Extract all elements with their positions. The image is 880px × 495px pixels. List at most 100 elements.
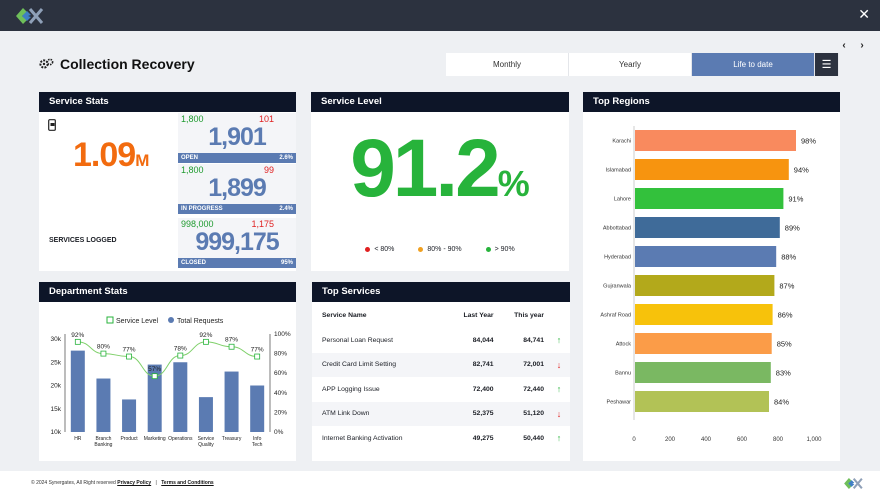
region-label: Bannu xyxy=(615,371,631,377)
table-row[interactable]: Internet Banking Activation 49,275 50,440 ↑ xyxy=(312,426,570,451)
service-level-point[interactable] xyxy=(254,353,261,360)
left-tick-label: 25k xyxy=(51,359,62,366)
closed-total: 999,175 xyxy=(195,228,279,256)
region-bar[interactable] xyxy=(635,130,796,151)
in-progress-left-value: 1,800 xyxy=(181,165,204,175)
chart-legend: Service Level Total Requests xyxy=(106,316,224,325)
services-logged-value: 1.09M xyxy=(73,136,149,174)
department-bar[interactable] xyxy=(173,362,188,432)
in-progress-status-bar: IN PROGRESS 2.4% xyxy=(178,204,296,214)
service-level-card: Service Level 91.2% < 80% 80% - 90% > 90… xyxy=(311,92,569,271)
this-year-value: 51,120 xyxy=(497,401,548,426)
right-tick-label: 80% xyxy=(274,351,287,358)
top-regions-card: Top Regions Karachi 98% Islamabad 94% Lahore… xyxy=(583,92,840,461)
service-level-title: Service Level xyxy=(311,92,569,112)
region-bar[interactable] xyxy=(635,246,777,267)
department-bar[interactable] xyxy=(250,385,265,433)
closed-right-value: 1,175 xyxy=(251,219,274,229)
left-tick-label: 10k xyxy=(51,429,62,436)
page-nav: ‹ › xyxy=(838,40,868,51)
legend-high: > 90% xyxy=(485,246,515,253)
left-tick-label: 15k xyxy=(51,406,62,413)
right-tick-label: 20% xyxy=(274,409,287,416)
privacy-policy-link[interactable]: Privacy Policy xyxy=(117,480,152,486)
this-year-value: 84,741 xyxy=(523,336,544,344)
top-services-card: Top Services Service Name Last Year This… xyxy=(312,282,570,461)
service-level-point[interactable] xyxy=(228,343,235,350)
department-bar[interactable] xyxy=(198,397,213,432)
region-bar[interactable] xyxy=(635,304,773,325)
x-tick-label: 800 xyxy=(773,437,784,443)
region-label: Abbottabad xyxy=(603,226,631,232)
legend-service-level-swatch xyxy=(106,316,114,324)
department-bar[interactable] xyxy=(224,371,239,432)
region-bar[interactable] xyxy=(635,391,769,412)
open-status-bar: OPEN 2.6% xyxy=(178,153,296,163)
in-progress-right-value: 99 xyxy=(263,165,274,175)
tab-life-to-date[interactable]: Life to date xyxy=(692,53,815,76)
footer: © 2024 Synergates, All Right reserved Pr… xyxy=(0,471,880,495)
region-label: Gujranwala xyxy=(603,284,632,290)
region-value-label: 85% xyxy=(777,340,792,349)
service-level-point[interactable] xyxy=(203,338,209,345)
last-year-value: 49,275 xyxy=(472,434,494,442)
department-bar[interactable] xyxy=(96,378,111,432)
x-tick-label: 0 xyxy=(632,437,636,443)
region-label: Attock xyxy=(616,342,632,348)
closed-left-value: 998,000 xyxy=(181,219,214,229)
synergates-logo-icon[interactable] xyxy=(14,5,44,27)
right-tick-label: 100% xyxy=(274,331,291,338)
in-progress-total: 1,899 xyxy=(208,174,267,202)
region-bar[interactable] xyxy=(635,275,775,296)
region-label: Lahore xyxy=(614,197,631,203)
right-tick-label: 60% xyxy=(274,370,287,377)
service-level-point[interactable] xyxy=(74,338,81,345)
service-stats-card: Service Stats 1.09M SERVICES LOGGED 1,80… xyxy=(39,92,296,271)
region-bar[interactable] xyxy=(635,159,789,180)
service-level-point[interactable] xyxy=(126,353,132,360)
tab-yearly[interactable]: Yearly xyxy=(569,53,692,76)
closed-status-bar: CLOSED 95% xyxy=(178,258,296,268)
page-title: Collection Recovery xyxy=(39,56,195,72)
table-row[interactable]: ATM Link Down 52,375 51,120 ↓ xyxy=(312,401,570,426)
page-title-text: Collection Recovery xyxy=(60,56,195,72)
region-bar[interactable] xyxy=(635,217,780,238)
region-value-label: 86% xyxy=(778,311,793,320)
department-bar[interactable] xyxy=(70,350,85,432)
legend-mid: 80% - 90% xyxy=(418,246,462,253)
region-label: Karachi xyxy=(612,139,631,145)
department-bar[interactable] xyxy=(122,399,137,432)
region-value-label: 91% xyxy=(788,195,803,204)
close-icon[interactable]: ✕ xyxy=(858,6,870,22)
region-bar[interactable] xyxy=(635,188,784,209)
next-arrow-icon[interactable]: › xyxy=(860,40,864,51)
table-row[interactable]: APP Logging Issue 72,400 72,440 ↑ xyxy=(312,377,570,402)
service-level-point[interactable] xyxy=(100,350,107,357)
region-bar[interactable] xyxy=(635,333,772,354)
region-label: Peshawar xyxy=(607,400,632,406)
service-level-point[interactable] xyxy=(151,373,158,380)
region-bar[interactable] xyxy=(635,362,771,383)
terms-link[interactable]: Terms and Conditions xyxy=(161,480,214,486)
open-right-value: 101 xyxy=(258,114,274,124)
category-label: Info xyxy=(253,436,262,442)
x-tick-label: 400 xyxy=(701,437,712,443)
x-tick-label: 600 xyxy=(737,437,748,443)
this-year-value: 50,440 xyxy=(523,434,544,442)
col-service-name: Service Name xyxy=(322,311,367,319)
table-row[interactable]: Personal Loan Request 84,044 84,741 ↑ xyxy=(312,328,570,353)
last-year-value: 52,375 xyxy=(446,401,498,426)
hamburger-menu-icon[interactable]: ☰ xyxy=(815,53,839,76)
last-year-value: 72,400 xyxy=(472,385,494,393)
top-regions-title: Top Regions xyxy=(583,92,840,112)
services-logged-label: SERVICES LOGGED xyxy=(49,237,117,244)
col-last-year: Last Year xyxy=(463,311,494,319)
tab-monthly[interactable]: Monthly xyxy=(446,53,569,76)
service-name: Credit Card Limit Setting xyxy=(312,352,447,377)
open-stat: 1,800 101 1,901 OPEN 2.6% xyxy=(178,113,296,163)
service-level-point[interactable] xyxy=(177,352,184,359)
table-row[interactable]: Credit Card Limit Setting 82,741 72,001 ↓ xyxy=(312,352,570,377)
prev-arrow-icon[interactable]: ‹ xyxy=(842,40,846,51)
last-year-value: 84,044 xyxy=(472,336,494,344)
department-bar[interactable] xyxy=(147,364,162,432)
